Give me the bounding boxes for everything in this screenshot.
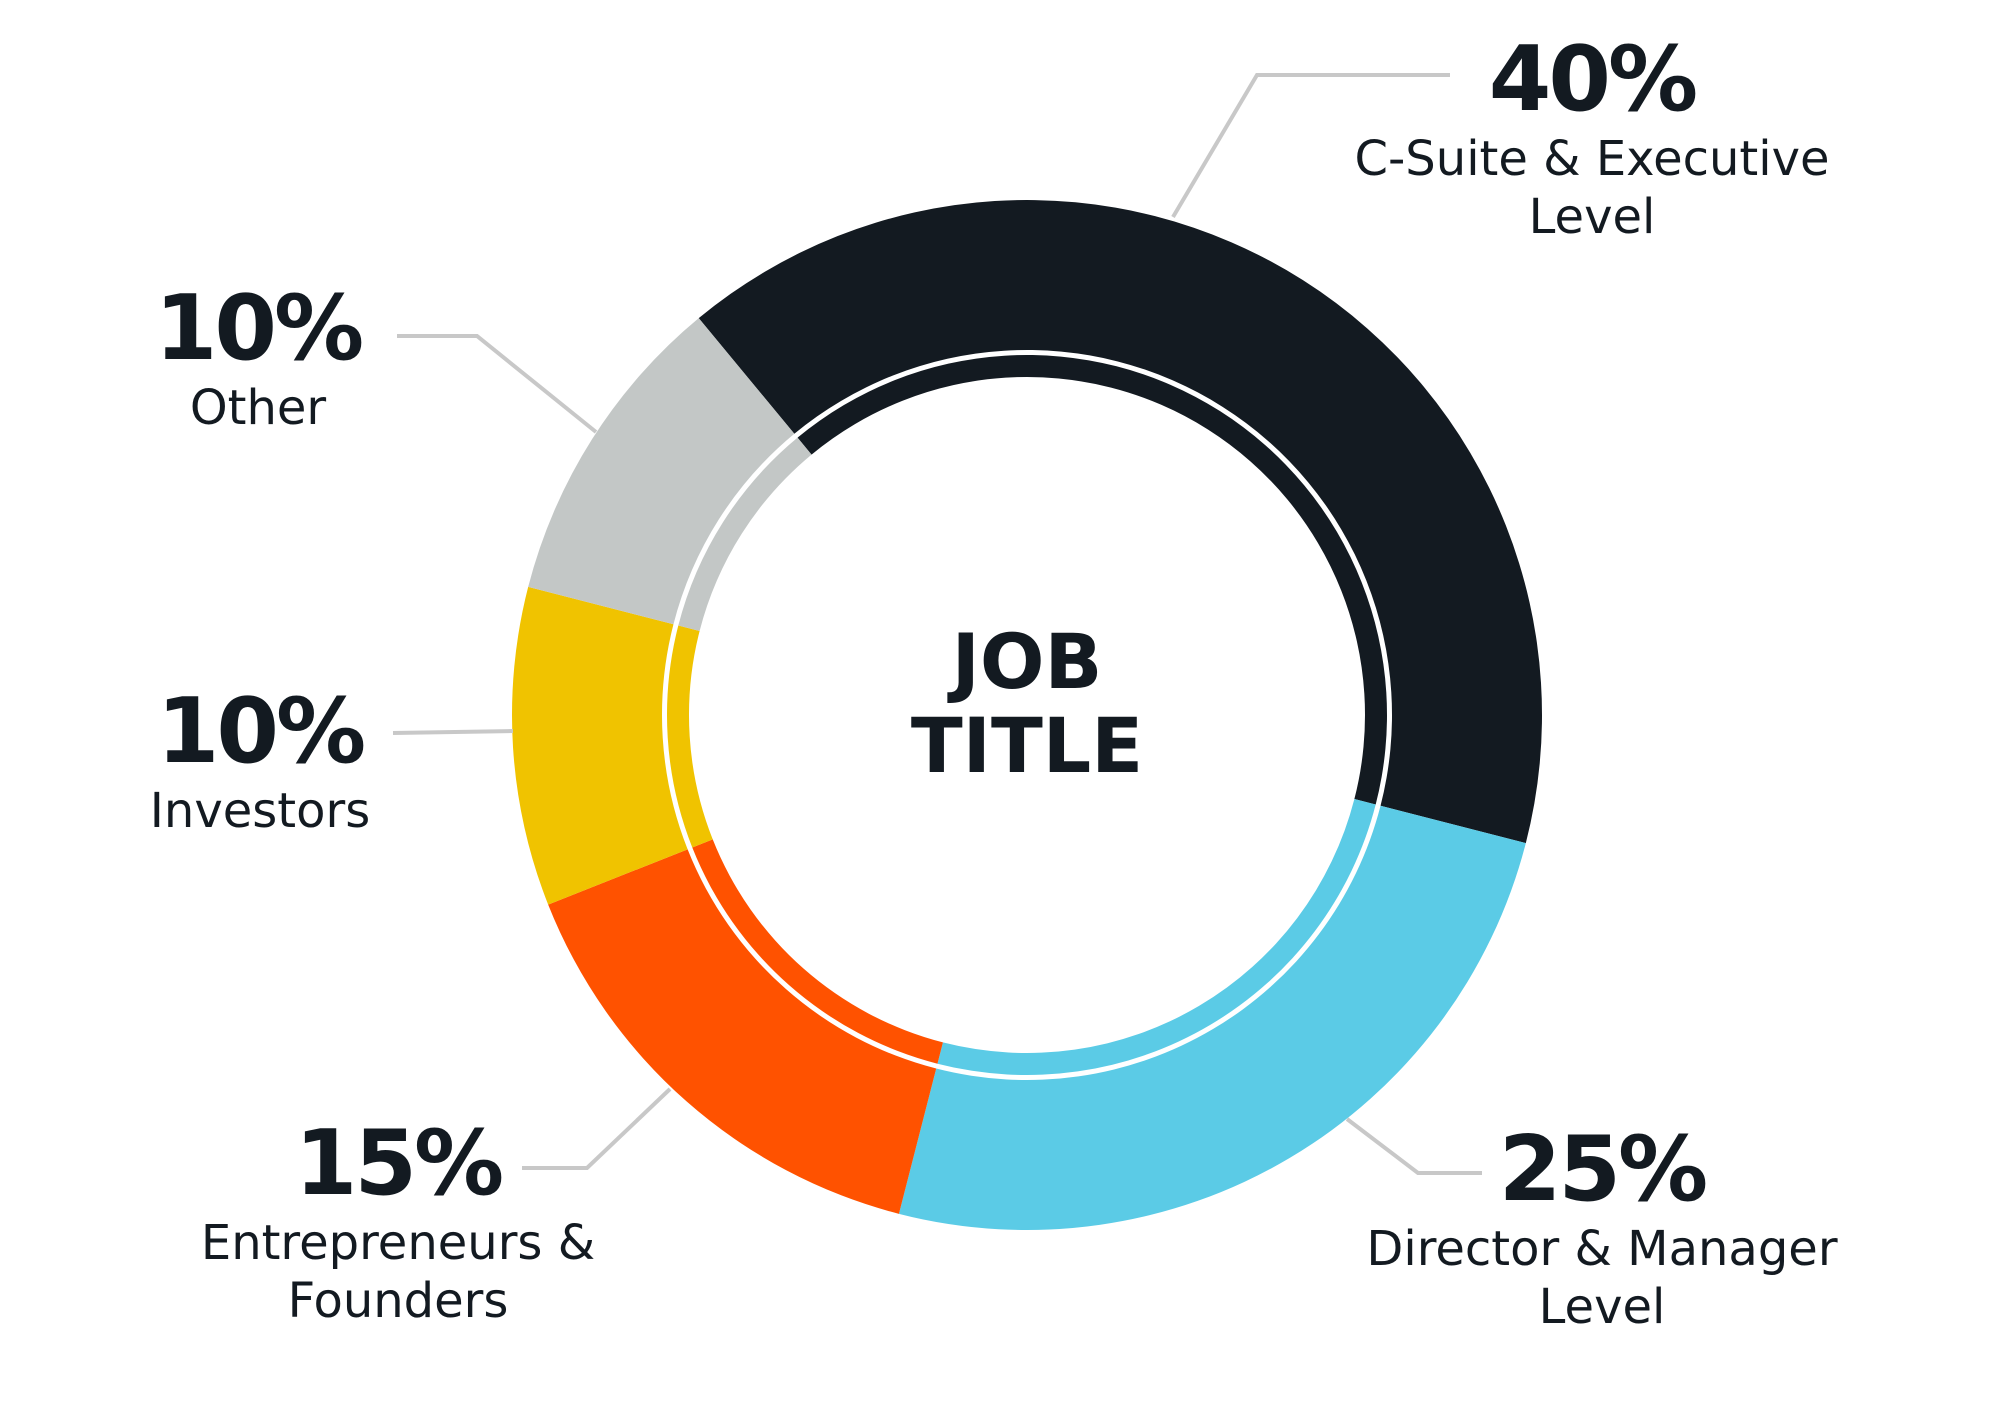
inner-ring-segment [937,799,1376,1076]
donut-segment [511,586,688,905]
leader-line [392,729,514,735]
leader-line [1171,73,1450,219]
category-label: Director & Manager Level [1366,1221,1838,1335]
leader-line [522,1087,672,1170]
category-label: Entrepreneurs & Founders [200,1215,596,1329]
inner-ring-segment [797,354,1387,805]
donut-segment [528,318,795,625]
category-label: Other [189,380,327,436]
category-label: C-Suite & Executive Level [1354,131,1830,245]
ring-separator [662,350,1392,1080]
inner-ring-segment [678,437,812,631]
slice-label: 40% C-Suite & Executive Level [1352,30,1832,246]
inner-ring-segment [692,839,943,1064]
slice-label: 10% Other [18,279,498,437]
donut-segment [898,805,1526,1230]
center-label: JOB TITLE [910,617,1144,790]
category-label: Investors [149,783,371,839]
inner-ring-segment [667,625,713,848]
value-label: 10% [156,679,366,784]
value-label: 15% [294,1111,504,1216]
slice-label: 10% Investors [20,682,500,840]
value-label: 25% [1498,1117,1708,1222]
value-label: 40% [1488,27,1698,132]
donut-segment [548,849,937,1214]
slice-label: 25% Director & Manager Level [1362,1120,1842,1336]
donut-segment [698,199,1542,844]
leader-line [397,334,598,434]
leader-line [1345,1117,1482,1175]
slice-label: 15% Entrepreneurs & Founders [158,1114,638,1330]
value-label: 10% [154,276,364,381]
